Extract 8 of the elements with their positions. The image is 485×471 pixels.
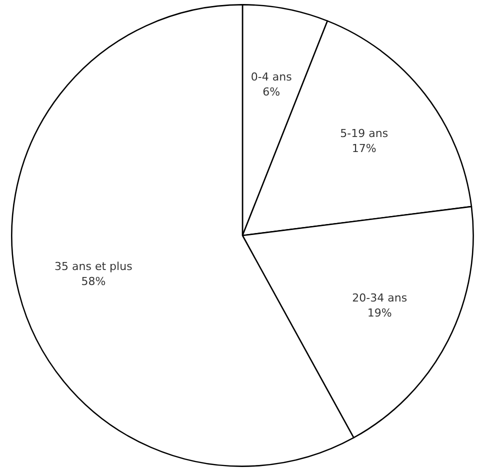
slice-label: 35 ans et plus xyxy=(54,260,133,273)
data-label: 17% xyxy=(352,142,376,156)
slice-label: 0-4 ans xyxy=(250,70,292,84)
slice-label: 20-34 ans xyxy=(352,291,408,304)
data-label: 19% xyxy=(367,306,392,320)
slice-label: 5-19 ans xyxy=(340,127,388,140)
data-label: 6% xyxy=(262,85,280,98)
data-label: 58% xyxy=(81,274,106,288)
